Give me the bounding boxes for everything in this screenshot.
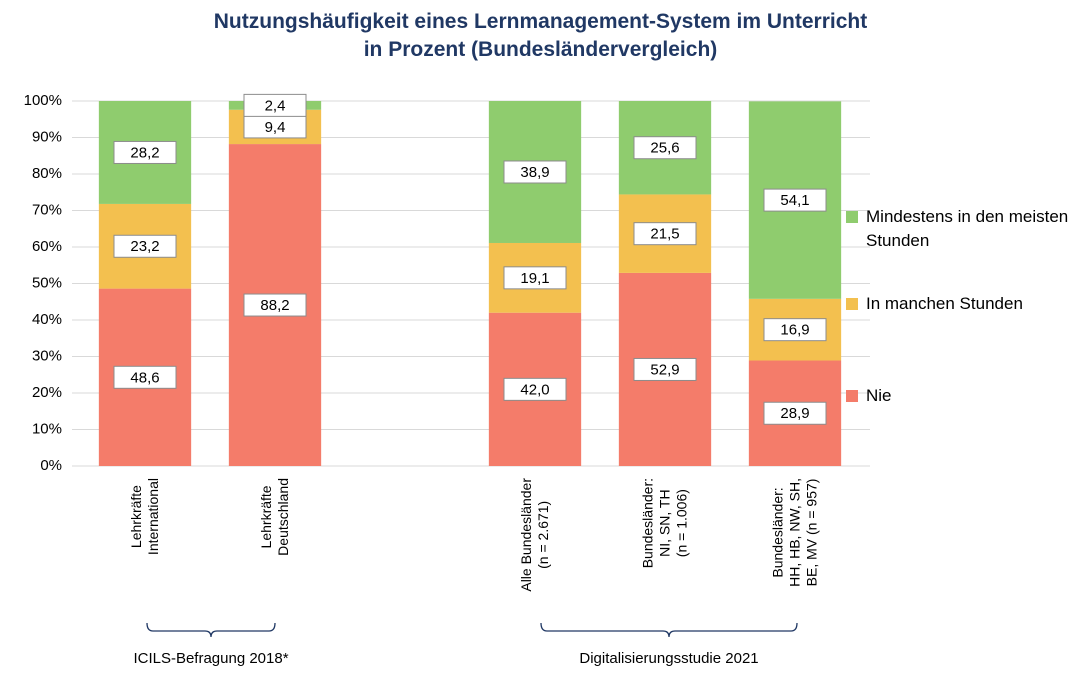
- value-label-box: [503, 160, 567, 184]
- y-tick-label: 30%: [32, 347, 62, 364]
- y-tick-label: 90%: [32, 128, 62, 145]
- value-label-box: [503, 377, 567, 401]
- value-label-box: [763, 188, 827, 212]
- value-label: 28,2: [130, 144, 159, 161]
- legend-label: Mindestens in den meisten Stunden: [866, 207, 1069, 250]
- y-tick-label: 50%: [32, 274, 62, 291]
- x-tick-label: Lehrkräfte Deutschland: [258, 478, 291, 556]
- value-label: 23,2: [130, 238, 159, 255]
- y-tick-label: 70%: [32, 201, 62, 218]
- value-label-box: [243, 93, 307, 117]
- group-label: Digitalisierungsstudie 2021: [579, 650, 759, 667]
- group-label: ICILS-Befragung 2018*: [133, 650, 289, 667]
- x-tick-label: Bundesländer: NI, SN, TH (n = 1.006): [639, 478, 690, 569]
- value-label-box: [763, 318, 827, 342]
- value-label: 52,9: [650, 361, 679, 378]
- legend-label: Nie: [866, 386, 892, 405]
- value-label-box: [503, 266, 567, 290]
- value-label: 19,1: [520, 270, 549, 287]
- y-tick-label: 60%: [32, 238, 62, 255]
- y-tick-label: 100%: [24, 92, 62, 109]
- value-label-box: [243, 293, 307, 317]
- group-brace: [540, 622, 798, 638]
- y-tick-label: 20%: [32, 384, 62, 401]
- value-label-box: [113, 234, 177, 258]
- group-brace: [146, 622, 276, 638]
- value-label: 21,5: [650, 226, 679, 243]
- legend-swatch: [846, 211, 858, 223]
- value-label: 54,1: [780, 192, 809, 209]
- value-label-box: [633, 222, 697, 246]
- value-label-box: [633, 357, 697, 381]
- x-tick-label: Bundesländer: HH, HB, NW, SH, BE, MV (n …: [769, 478, 820, 587]
- value-label-box: [633, 136, 697, 160]
- legend-label: In manchen Stunden: [866, 294, 1023, 313]
- value-label-box: [763, 401, 827, 425]
- y-tick-label: 80%: [32, 165, 62, 182]
- legend-swatch: [846, 390, 858, 402]
- value-label: 38,9: [520, 164, 549, 181]
- value-label: 48,6: [130, 369, 159, 386]
- y-tick-label: 40%: [32, 311, 62, 328]
- value-label-box: [113, 140, 177, 164]
- y-tick-label: 0%: [40, 457, 62, 474]
- value-label: 88,2: [260, 297, 289, 314]
- chart-title: Nutzungshäufigkeit eines Lernmanagement-…: [213, 10, 868, 61]
- value-label: 16,9: [780, 322, 809, 339]
- value-label-box: [113, 365, 177, 389]
- x-tick-label: Alle Bundesländer (n = 2.671): [518, 478, 551, 592]
- value-label: 25,6: [650, 140, 679, 157]
- value-label: 42,0: [520, 381, 549, 398]
- value-label: 9,4: [265, 119, 286, 136]
- legend-swatch: [846, 298, 858, 310]
- x-tick-label: Lehrkräfte International: [128, 478, 161, 556]
- value-label: 28,9: [780, 405, 809, 422]
- y-tick-label: 10%: [32, 420, 62, 437]
- value-label: 2,4: [265, 97, 286, 114]
